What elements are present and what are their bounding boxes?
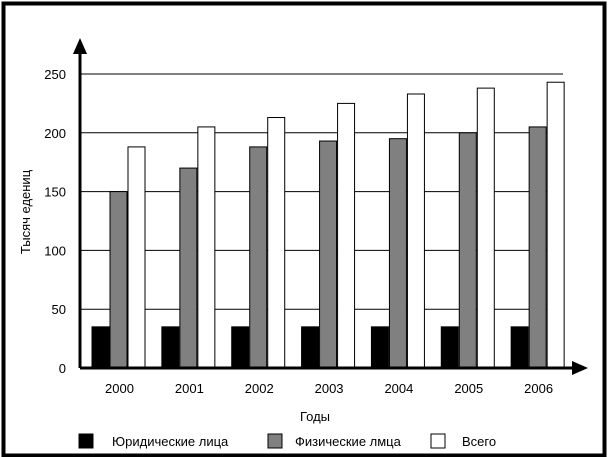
x-tick-label: 2002: [245, 381, 274, 396]
x-axis-arrow-icon: [572, 361, 588, 375]
y-axis-arrow-icon: [73, 38, 87, 54]
bar: [179, 167, 198, 369]
y-tick-label: 0: [59, 361, 66, 376]
legend-swatch: [267, 433, 283, 449]
x-tick-label: 2003: [315, 381, 344, 396]
bar: [440, 326, 459, 369]
legend-label: Всего: [462, 434, 496, 449]
legend-swatch: [430, 433, 446, 449]
axes: [73, 38, 588, 375]
bar: [301, 326, 320, 369]
y-tick-label: 200: [44, 126, 66, 141]
bar: [127, 146, 146, 369]
bar: [91, 326, 110, 369]
legend: Юридические лица Физические лмца Всего: [78, 433, 496, 449]
x-tick-label: 2000: [105, 381, 134, 396]
bar: [197, 126, 216, 369]
x-tick-label: 2005: [454, 381, 483, 396]
bar: [388, 138, 407, 369]
bar: [161, 326, 180, 369]
y-axis-title: Тысяч едениц: [18, 169, 33, 254]
legend-swatch: [78, 433, 94, 449]
y-tick-label: 50: [52, 302, 66, 317]
bar: [546, 81, 565, 369]
bar: [249, 146, 268, 369]
y-tick-labels: 0 50 100 150 200 250: [44, 67, 66, 376]
y-tick-label: 100: [44, 243, 66, 258]
bar: [337, 102, 356, 369]
bar: [458, 132, 477, 369]
bar: [476, 87, 495, 369]
bar: [231, 326, 250, 369]
bar: [510, 326, 529, 369]
x-tick-label: 2004: [384, 381, 413, 396]
bar: [406, 93, 425, 369]
x-tick-label: 2006: [524, 381, 553, 396]
x-tick-labels: 2000 2001 2002 2003 2004 2005 2006: [105, 381, 553, 396]
y-tick-label: 150: [44, 185, 66, 200]
legend-label: Физические лмца: [295, 434, 402, 449]
bar: [528, 126, 547, 369]
y-tick-label: 250: [44, 67, 66, 82]
legend-label: Юридические лица: [112, 434, 229, 449]
x-axis-title: Годы: [300, 409, 330, 424]
bar: [109, 191, 128, 369]
bar: [319, 140, 338, 369]
x-tick-label: 2001: [175, 381, 204, 396]
bar: [267, 117, 286, 369]
bar: [370, 326, 389, 369]
